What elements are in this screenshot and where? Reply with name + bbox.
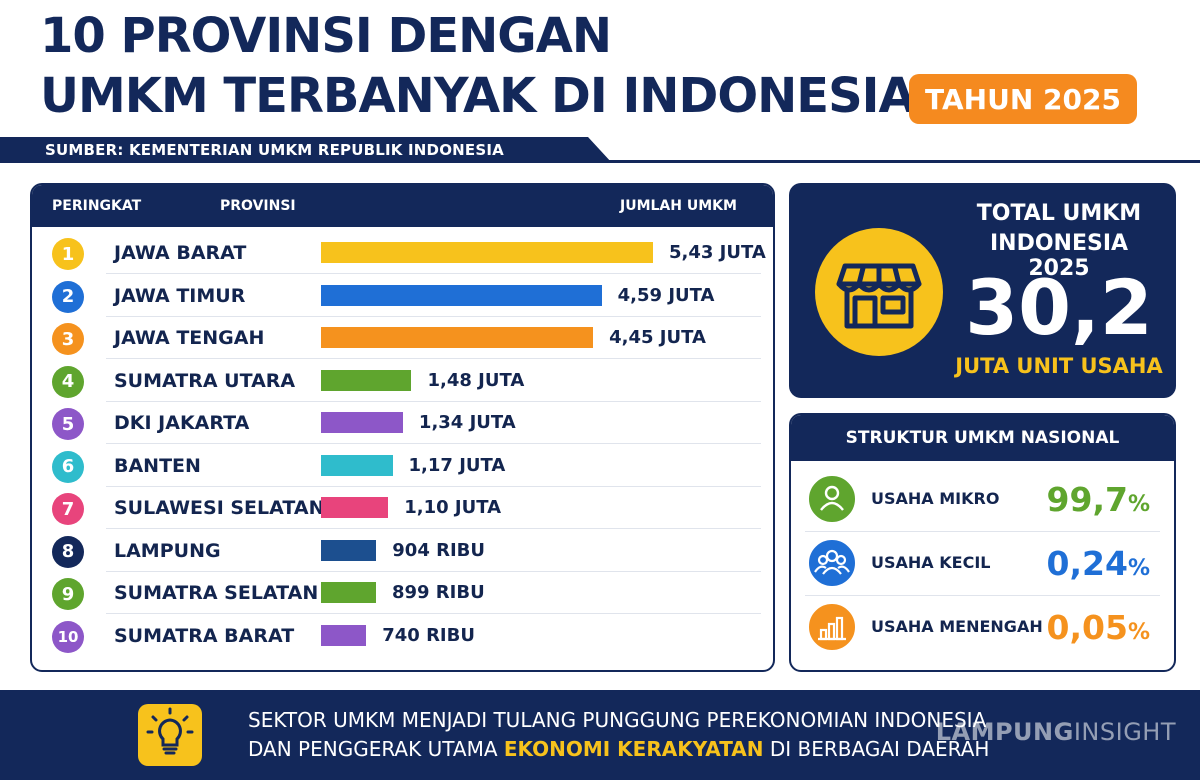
structure-label: USAHA MIKRO (871, 489, 1000, 508)
ranking-panel: PERINGKAT PROVINSI JUMLAH UMKM 1 JAWA BAR… (30, 183, 775, 672)
source-band (0, 137, 612, 163)
province-name: SUMATRA SELATAN (114, 582, 319, 604)
structure-row-mikro: USAHA MIKRO 99,7% (791, 468, 1174, 532)
table-header: PERINGKAT PROVINSI JUMLAH UMKM (32, 185, 773, 227)
title-line-2: UMKM TERBANYAK DI INDONESIA (40, 68, 916, 124)
bar (321, 497, 389, 518)
bar-chart-icon (807, 602, 857, 652)
source-rule (600, 160, 1200, 163)
value-label: 4,45 JUTA (609, 327, 706, 348)
person-icon (807, 474, 857, 524)
structure-label: USAHA MENENGAH (871, 617, 1043, 636)
rank-badge: 3 (52, 323, 84, 355)
province-name: SUMATRA UTARA (114, 369, 296, 392)
value-label: 1,48 JUTA (427, 369, 525, 391)
rank-badge: 10 (52, 620, 84, 653)
structure-value: 99,7% (1046, 480, 1150, 519)
table-row: 1 JAWA BARAT 5,43 JUTA (46, 232, 766, 274)
lightbulb-icon (138, 704, 202, 766)
rank-badge: 5 (52, 408, 84, 440)
structure-value: 0,24% (1046, 544, 1150, 583)
value-label: 4,59 JUTA (617, 284, 715, 306)
value-label: 5,43 JUTA (669, 242, 766, 263)
province-name: LAMPUNG (114, 539, 221, 562)
rank-badge: 2 (52, 280, 84, 313)
table-row: 9 SUMATRA SELATAN 899 RIBU (46, 572, 761, 614)
rank-badge: 8 (52, 535, 84, 568)
table-row: 4 SUMATRA UTARA 1,48 JUTA (46, 360, 761, 402)
table-row: 5 DKI JAKARTA 1,34 JUTA (46, 402, 761, 444)
col-rank-header: PERINGKAT (52, 198, 142, 214)
structure-title: STRUKTUR UMKM NASIONAL (791, 415, 1174, 461)
value-label: 899 RIBU (391, 582, 485, 603)
bar (321, 369, 412, 391)
total-unit: JUTA UNIT USAHA (955, 354, 1163, 378)
value-label: 1,34 JUTA (418, 412, 516, 433)
col-count-header: JUMLAH UMKM (620, 198, 737, 214)
bar (321, 539, 377, 561)
footer-line-2: DAN PENGGERAK UTAMA EKONOMI KERAKYATAN D… (248, 737, 990, 761)
province-name: SULAWESI SELATAN (114, 497, 325, 519)
rank-badge: 7 (52, 493, 84, 525)
table-row: 6 BANTEN 1,17 JUTA (46, 445, 761, 487)
table-row: 8 LAMPUNG 904 RIBU (46, 530, 761, 572)
total-label-2: INDONESIA 2025 (989, 231, 1129, 281)
footer-line-1: SEKTOR UMKM MENJADI TULANG PUNGGUNG PERE… (248, 708, 987, 732)
province-name: SUMATRA BARAT (114, 624, 295, 647)
table-row: 3 JAWA TENGAH 4,45 JUTA (46, 317, 761, 359)
rank-badge: 6 (52, 450, 84, 483)
structure-label: USAHA KECIL (871, 553, 991, 572)
table-row: 2 JAWA TIMUR 4,59 JUTA (46, 275, 761, 317)
bar (321, 582, 376, 603)
group-icon (807, 538, 857, 588)
structure-value: 0,05% (1046, 608, 1150, 647)
footer-text: SEKTOR UMKM MENJADI TULANG PUNGGUNG PERE… (248, 706, 989, 764)
structure-panel: STRUKTUR UMKM NASIONAL USAHA MIKRO 99,7%… (789, 413, 1176, 672)
table-row: 10 SUMATRA BARAT 740 RIBU (46, 615, 761, 657)
footer-highlight: EKONOMI KERAKYATAN (503, 737, 764, 761)
bar (321, 412, 403, 433)
total-panel: TOTAL UMKM INDONESIA 2025 30,2 JUTA UNIT… (789, 183, 1176, 398)
province-name: BANTEN (114, 454, 201, 477)
province-name: JAWA BARAT (114, 242, 247, 264)
bar (321, 454, 393, 476)
structure-row-menengah: USAHA MENENGAH 0,05% (791, 596, 1174, 660)
province-name: JAWA TIMUR (114, 284, 246, 307)
province-name: DKI JAKARTA (114, 412, 250, 434)
rank-badge: 1 (52, 238, 84, 270)
value-label: 1,10 JUTA (404, 497, 502, 518)
table-row: 7 SULAWESI SELATAN 1,10 JUTA (46, 487, 761, 529)
bar (321, 624, 367, 646)
title-line-1: 10 PROVINSI DENGAN (40, 8, 612, 64)
rank-badge: 9 (52, 578, 84, 610)
col-province-header: PROVINSI (220, 198, 296, 214)
rank-badge: 4 (52, 365, 84, 398)
source-text: SUMBER: KEMENTERIAN UMKM REPUBLIK INDONE… (45, 141, 504, 159)
watermark: LAMPUNGINSIGHT (935, 718, 1176, 746)
footer-banner: SEKTOR UMKM MENJADI TULANG PUNGGUNG PERE… (0, 690, 1200, 780)
bar (321, 284, 602, 306)
page-title: 10 PROVINSI DENGAN UMKM TERBANYAK DI IND… (40, 6, 916, 126)
province-name: JAWA TENGAH (114, 327, 265, 349)
value-label: 904 RIBU (392, 539, 485, 561)
total-number: 30,2 (965, 263, 1153, 352)
year-badge: TAHUN 2025 (909, 74, 1137, 124)
total-label-1: TOTAL UMKM (976, 201, 1142, 226)
bar (321, 242, 653, 263)
structure-row-kecil: USAHA KECIL 0,24% (791, 532, 1174, 596)
value-label: 1,17 JUTA (408, 454, 506, 476)
bar (321, 327, 594, 348)
value-label: 740 RIBU (382, 624, 475, 646)
shop-icon (815, 228, 943, 356)
